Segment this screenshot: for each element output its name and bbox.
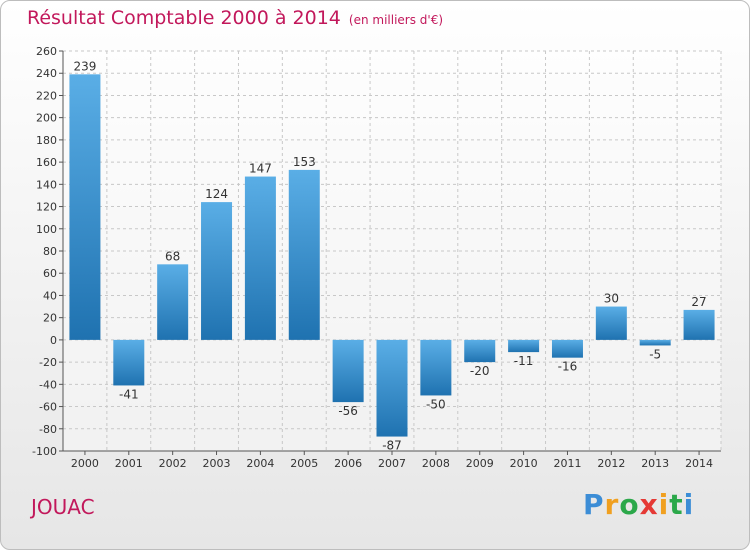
x-tick-label-2004: 2004	[246, 457, 274, 470]
x-tick-label-2000: 2000	[71, 457, 99, 470]
data-label-2003: 124	[205, 187, 228, 201]
bar-2008	[420, 339, 452, 396]
x-tick-label-2001: 2001	[115, 457, 143, 470]
y-tick-label: 100	[36, 223, 57, 236]
commune-name: JOUAC	[31, 495, 95, 519]
logo-letter: i	[683, 488, 695, 521]
data-label-2006: -56	[338, 404, 358, 418]
bar-2006	[332, 339, 364, 403]
y-tick-label: 200	[36, 112, 57, 125]
x-tick-label-2012: 2012	[597, 457, 625, 470]
bar-2014	[683, 309, 715, 340]
y-tick-label: 120	[36, 201, 57, 214]
y-tick-label: -20	[39, 356, 57, 369]
y-tick-label: 260	[36, 45, 57, 58]
bar-2005	[288, 169, 320, 340]
logo-letter: x	[639, 488, 659, 521]
data-label-2013: -5	[649, 347, 661, 361]
bar-2000	[69, 74, 101, 340]
y-tick-label: 0	[50, 334, 57, 347]
x-tick-label-2002: 2002	[159, 457, 187, 470]
y-tick-label: 40	[43, 289, 57, 302]
data-label-2001: -41	[119, 387, 139, 401]
chart-subtitle: (en milliers d'€)	[348, 13, 444, 27]
data-label-2014: 27	[691, 295, 706, 309]
bars	[69, 74, 715, 437]
logo-letter: t	[669, 488, 684, 521]
labels: 239 -41 68 124 147 153 -56 -87 -50 -20 -11 -16 30 -5 2…	[73, 59, 706, 452]
y-tick-label: 180	[36, 134, 57, 147]
y-tick-label: -80	[39, 423, 57, 436]
data-label-2009: -20	[470, 364, 490, 378]
y-tick-label: 240	[36, 67, 57, 80]
bar-2013	[639, 339, 671, 346]
logo-letter: o	[619, 488, 640, 521]
logo-letter: i	[658, 488, 670, 521]
y-tick-label: 220	[36, 89, 57, 102]
data-label-2008: -50	[426, 397, 446, 411]
x-tick-label-2006: 2006	[334, 457, 362, 470]
y-tick-label: 160	[36, 156, 57, 169]
y-tick-label: 60	[43, 267, 57, 280]
data-label-2002: 68	[165, 249, 180, 263]
chart-title: Résultat Comptable 2000 à 2014 (en millie…	[27, 7, 443, 29]
data-label-2010: -11	[514, 354, 534, 368]
bar-2012	[595, 306, 627, 340]
bar-2004	[244, 176, 276, 340]
chart-title-text: Résultat Comptable 2000 à 2014	[27, 7, 341, 29]
bar-2007	[376, 339, 408, 437]
data-label-2005: 153	[293, 155, 316, 169]
data-label-2007: -87	[382, 439, 402, 453]
bar-2009	[464, 339, 496, 363]
y-tick-label: -40	[39, 378, 57, 391]
bar-2001	[113, 339, 145, 386]
x-tick-label-2014: 2014	[685, 457, 713, 470]
y-tick-label: 20	[43, 312, 57, 325]
bar-2003	[201, 202, 233, 340]
x-tick-label-2007: 2007	[378, 457, 406, 470]
data-label-2012: 30	[604, 292, 619, 306]
y-tick-label: 80	[43, 245, 57, 258]
x-tick-label-2003: 2003	[203, 457, 231, 470]
x-tick-label-2010: 2010	[510, 457, 538, 470]
x-tick-label-2005: 2005	[290, 457, 318, 470]
y-tick-label: -60	[39, 401, 57, 414]
logo-letter: P	[583, 488, 605, 521]
y-tick-label: 140	[36, 178, 57, 191]
axes: -100 -80 -60 -40 -20 0 20 40 60 80 100 120 140 160 180…	[32, 45, 721, 470]
x-tick-label-2011: 2011	[553, 457, 581, 470]
data-label-2011: -16	[558, 360, 578, 374]
x-tick-label-2013: 2013	[641, 457, 669, 470]
data-label-2000: 239	[73, 59, 96, 73]
y-tick-label: -100	[32, 445, 57, 458]
x-tick-label-2009: 2009	[466, 457, 494, 470]
logo-letter: r	[604, 488, 620, 521]
bar-2010	[508, 339, 540, 353]
bar-2011	[551, 339, 583, 358]
bar-2002	[157, 264, 189, 340]
data-label-2004: 147	[249, 162, 272, 176]
proxiti-logo: Proxiti	[583, 488, 694, 521]
x-tick-label-2008: 2008	[422, 457, 450, 470]
